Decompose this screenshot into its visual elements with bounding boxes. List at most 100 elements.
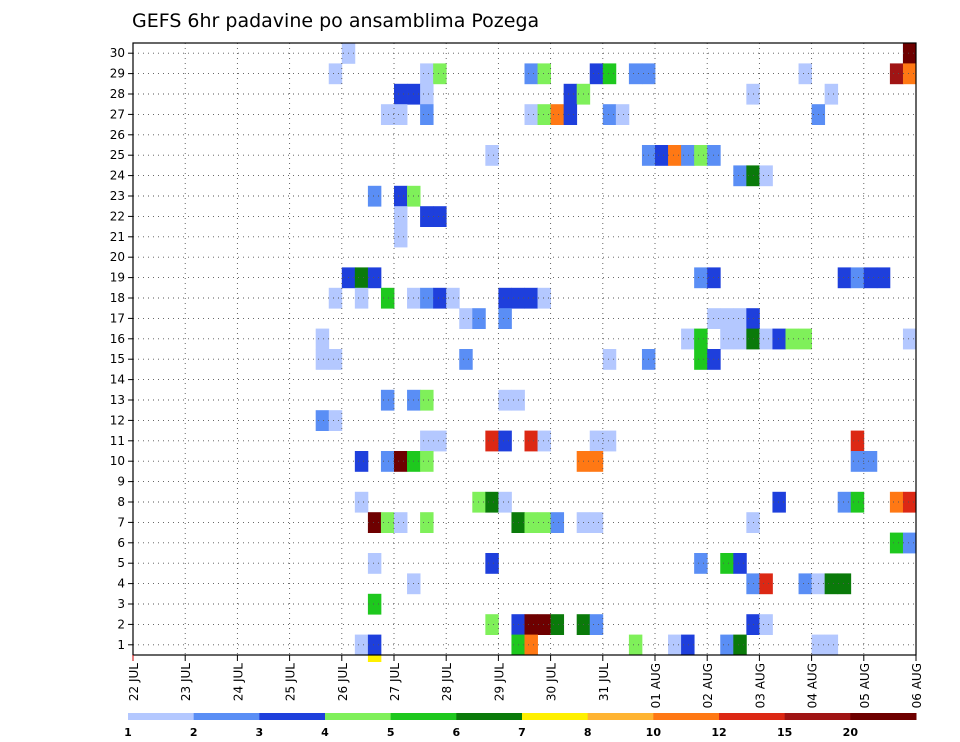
heatmap-cell bbox=[354, 287, 369, 309]
heatmap-cell bbox=[589, 451, 604, 472]
colorbar-label: 3 bbox=[256, 726, 264, 739]
heatmap-cell bbox=[694, 349, 708, 370]
heatmap-cell bbox=[433, 287, 447, 309]
y-tick-label: 21 bbox=[110, 230, 125, 244]
colorbar-label: 1 bbox=[124, 726, 132, 739]
y-tick-label: 17 bbox=[110, 311, 125, 325]
heatmap-cell bbox=[837, 491, 852, 513]
heatmap-cell bbox=[759, 165, 773, 187]
heatmap-cell bbox=[824, 83, 839, 105]
colorbar-label: 8 bbox=[584, 726, 592, 739]
heatmap-cell bbox=[459, 349, 473, 370]
y-tick-label: 24 bbox=[110, 169, 125, 183]
heatmap-cell bbox=[602, 63, 617, 85]
heatmap-cell bbox=[759, 328, 773, 350]
x-tick-label: 28 JUL bbox=[440, 663, 454, 701]
heatmap-cell bbox=[380, 389, 395, 411]
heatmap-cell bbox=[681, 634, 695, 656]
heatmap-cell bbox=[772, 491, 786, 513]
heatmap-cell bbox=[798, 328, 812, 350]
y-tick-label: 27 bbox=[110, 107, 125, 121]
heatmap-cell bbox=[537, 63, 551, 85]
colorbar-swatch bbox=[653, 713, 720, 720]
colorbar: 1 2 3 4 5 6 7 8 10 12 15 20 bbox=[124, 713, 917, 739]
heatmap-cell bbox=[550, 614, 565, 635]
heatmap-cell bbox=[315, 410, 330, 431]
y-tick-label: 10 bbox=[110, 454, 125, 468]
chart-title: GEFS 6hr padavine po ansamblima Pozega bbox=[132, 10, 539, 32]
heatmap-cell bbox=[354, 451, 369, 472]
heatmap-cell bbox=[380, 104, 395, 125]
heatmap-cell bbox=[420, 287, 434, 309]
heatmap-cell bbox=[367, 655, 382, 662]
heatmap-cell bbox=[485, 145, 499, 166]
colorbar-swatch bbox=[325, 713, 392, 720]
grid-lines bbox=[133, 43, 916, 655]
y-tick-label: 20 bbox=[110, 250, 125, 264]
y-tick-label: 3 bbox=[117, 597, 125, 611]
heatmap-cell bbox=[720, 328, 734, 350]
heatmap-cell bbox=[498, 287, 512, 309]
heatmap-cell bbox=[902, 532, 917, 554]
heatmap-cell bbox=[420, 63, 434, 85]
heatmap-cell bbox=[367, 512, 382, 533]
heatmap-cell bbox=[446, 287, 460, 309]
y-tick-label: 15 bbox=[110, 352, 125, 366]
heatmap-cell bbox=[537, 104, 551, 125]
heatmap-cell bbox=[420, 389, 434, 411]
heatmap-cell bbox=[380, 512, 395, 533]
colorbar-label: 6 bbox=[453, 726, 461, 739]
heatmap-cell bbox=[498, 389, 512, 411]
y-tick-label: 25 bbox=[110, 148, 125, 162]
y-tick-label: 19 bbox=[110, 271, 125, 285]
y-tick-label: 5 bbox=[117, 556, 125, 570]
colorbar-label: 2 bbox=[190, 726, 198, 739]
heatmap-cells bbox=[315, 43, 917, 662]
y-tick-label: 29 bbox=[110, 67, 125, 81]
y-tick-label: 6 bbox=[117, 536, 125, 550]
heatmap-cell bbox=[537, 430, 551, 452]
colorbar-swatch bbox=[128, 713, 195, 720]
y-tick-label: 1 bbox=[117, 638, 125, 652]
heatmap-cell bbox=[785, 328, 799, 350]
heatmap-cell bbox=[524, 430, 538, 452]
heatmap-cell bbox=[394, 512, 408, 533]
x-tick-label: 23 JUL bbox=[179, 663, 193, 701]
heatmap-cell bbox=[902, 63, 917, 85]
colorbar-label: 20 bbox=[843, 726, 859, 739]
heatmap-cell bbox=[720, 553, 734, 574]
heatmap-cell bbox=[759, 614, 773, 635]
heatmap-cell bbox=[563, 104, 578, 125]
heatmap-cell bbox=[837, 267, 852, 289]
colorbar-swatch bbox=[850, 713, 917, 720]
heatmap-cell bbox=[889, 532, 904, 554]
heatmap-cell bbox=[524, 512, 538, 533]
heatmap-cell bbox=[433, 430, 447, 452]
heatmap-cell bbox=[485, 430, 499, 452]
heatmap-cell bbox=[537, 512, 551, 533]
x-tick-label: 03 AUG bbox=[753, 663, 767, 708]
y-tick-label: 11 bbox=[110, 434, 125, 448]
heatmap-cell bbox=[537, 287, 551, 309]
x-axis-ticks: 22 JUL 23 JUL 24 JUL 25 JUL 26 JUL 27 JUL 28 J… bbox=[127, 655, 924, 708]
x-tick-label: 01 AUG bbox=[649, 663, 663, 708]
y-tick-label: 9 bbox=[117, 475, 125, 489]
heatmap-cell bbox=[367, 185, 382, 207]
heatmap-cell bbox=[524, 63, 538, 85]
heatmap-cell bbox=[563, 83, 578, 105]
heatmap-cell bbox=[902, 328, 917, 350]
heatmap-cell bbox=[420, 83, 434, 105]
heatmap-cell bbox=[328, 410, 343, 431]
heatmap-cell bbox=[367, 593, 382, 615]
heatmap-cell bbox=[759, 573, 773, 595]
colorbar-label: 12 bbox=[711, 726, 726, 739]
y-tick-label: 22 bbox=[110, 209, 125, 223]
heatmap-cell bbox=[824, 573, 839, 595]
y-tick-label: 13 bbox=[110, 393, 125, 407]
colorbar-swatch bbox=[784, 713, 851, 720]
x-tick-label: 24 JUL bbox=[231, 663, 245, 701]
heatmap-cell bbox=[681, 328, 695, 350]
heatmap-cell bbox=[824, 634, 839, 656]
colorbar-swatch bbox=[390, 713, 457, 720]
